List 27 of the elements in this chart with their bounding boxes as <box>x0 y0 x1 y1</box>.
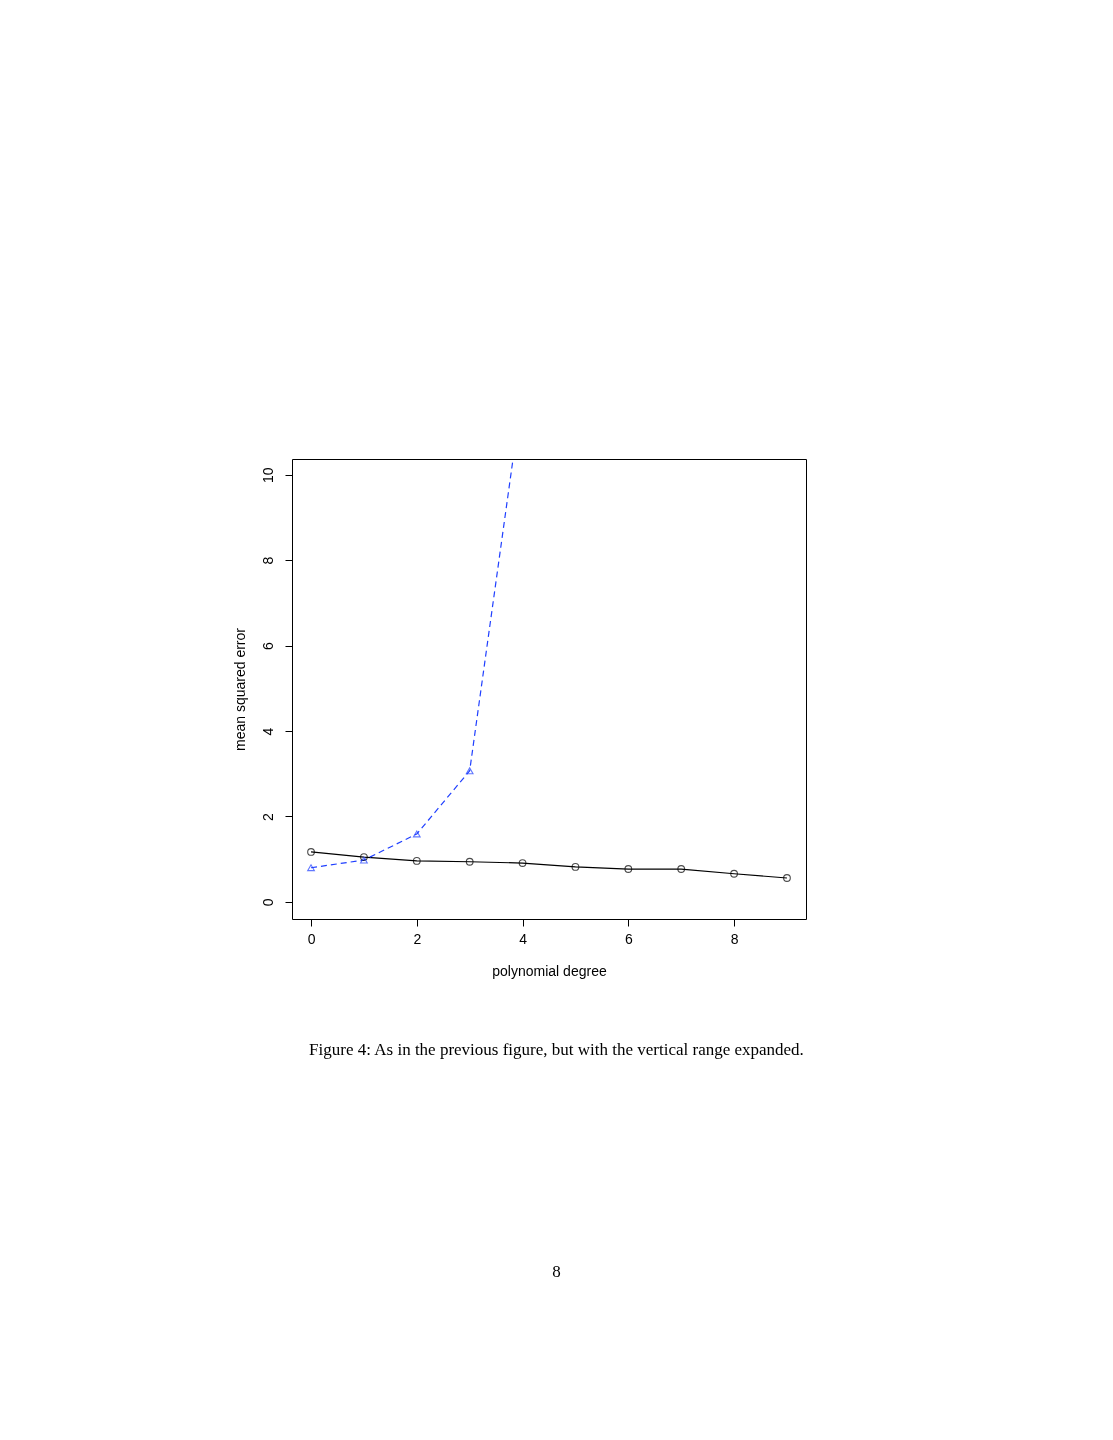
x-tick-label: 0 <box>307 930 316 947</box>
point <box>465 767 474 775</box>
point <box>465 857 474 866</box>
point <box>571 862 580 871</box>
point <box>730 869 738 878</box>
y-tick-label: 2 <box>259 812 276 821</box>
x-axis-title: polynomial degree <box>492 962 607 979</box>
point <box>783 874 791 882</box>
x-tick-label: 6 <box>624 930 633 947</box>
x-tick-label: 2 <box>413 930 422 947</box>
y-tick-label: 8 <box>259 556 276 565</box>
y-tick-label: 0 <box>259 898 276 907</box>
point <box>412 830 421 838</box>
y-tick-label: 10 <box>259 467 276 484</box>
point <box>624 865 633 873</box>
text: 8 <box>551 1262 562 1282</box>
x-tick-label: 4 <box>519 930 528 947</box>
caption: Figure 4: As in the previous figure, but with the vertical range expanded. <box>308 1040 805 1060</box>
x-tick-label: 8 <box>730 930 739 947</box>
point <box>307 864 315 872</box>
point <box>677 865 686 873</box>
point <box>412 857 421 865</box>
y-tick-label: 4 <box>259 727 276 736</box>
y-tick-label: 6 <box>259 642 276 651</box>
y-axis-title: mean squared error <box>231 627 248 751</box>
point <box>518 859 527 867</box>
point <box>307 848 315 856</box>
